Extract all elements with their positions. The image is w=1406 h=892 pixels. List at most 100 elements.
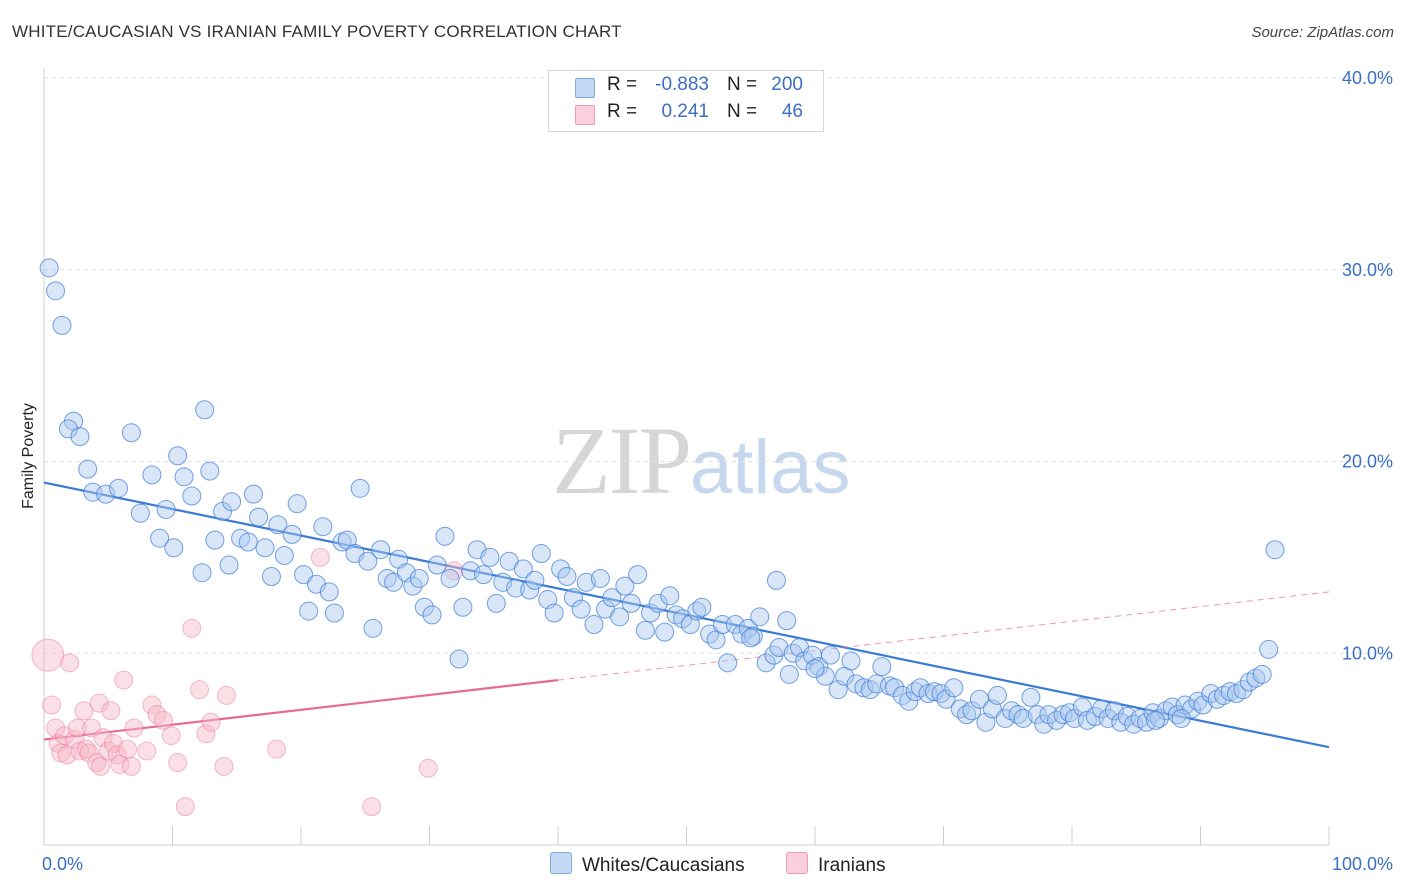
iranian-point (147, 705, 167, 725)
iranian-point (101, 701, 121, 721)
axes (43, 68, 1330, 846)
white-point (109, 478, 129, 498)
white-point (1039, 705, 1059, 725)
white-point (52, 315, 72, 335)
iranian-trend-line (43, 679, 559, 741)
white-point (156, 499, 176, 519)
correlation-legend: R = -0.883 N = 200 R = 0.241 N = 46 (548, 70, 824, 132)
white-point (551, 559, 571, 579)
white-point (493, 572, 513, 592)
iranian-point (82, 718, 102, 738)
chart-title: WHITE/CAUCASIAN VS IRANIAN FAMILY POVERT… (12, 22, 622, 41)
white-point (1098, 708, 1118, 728)
white-point (885, 678, 905, 698)
white-point (641, 603, 661, 623)
white-point (563, 588, 583, 608)
white-point (872, 657, 892, 677)
white-point (571, 599, 591, 619)
white-point (205, 530, 225, 550)
white-point (371, 540, 391, 560)
white-point (243, 484, 263, 504)
iranian-point (57, 745, 77, 765)
white-point (192, 563, 212, 583)
white-point (1053, 705, 1073, 725)
white-point (164, 538, 184, 558)
white-trend-line (43, 481, 1330, 749)
legend-r-label: R = (607, 74, 638, 95)
data-points (31, 258, 1285, 817)
iranian-point (216, 685, 236, 705)
bottom-legend-iranian[interactable]: Iranians (786, 852, 886, 877)
white-point (718, 653, 738, 673)
iranian-point (107, 745, 127, 765)
white-point (168, 446, 188, 466)
x-tick-label-min: 0.0% (42, 854, 83, 874)
white-point (584, 614, 604, 634)
iranian-point (31, 638, 65, 672)
bottom-legend-white[interactable]: Whites/Caucasians (550, 852, 745, 877)
white-point (931, 684, 951, 704)
legend-n-label: N = (727, 74, 758, 95)
white-point (957, 705, 977, 725)
white-point (422, 605, 442, 625)
white-point (925, 682, 945, 702)
iranian-point (87, 753, 107, 773)
iranian-point (98, 741, 118, 761)
white-point (655, 622, 675, 642)
iranian-point (67, 718, 87, 738)
y-axis-label: Family Poverty (20, 403, 37, 509)
white-point (174, 467, 194, 487)
legend-r-value: 0.241 (661, 101, 709, 122)
white-point (648, 593, 668, 613)
iranian-point (201, 712, 221, 732)
white-point (725, 614, 745, 634)
white-point (130, 503, 150, 523)
white-point (692, 597, 712, 617)
white-point (820, 645, 840, 665)
white-point (520, 580, 540, 600)
white-point (182, 486, 202, 506)
x-tick-label-max: 100.0% (1332, 854, 1393, 874)
white-point (1252, 664, 1272, 684)
y-tick-label: 30.0% (1342, 260, 1393, 280)
white-point (384, 572, 404, 592)
iranian-point (214, 756, 234, 776)
iranian-point (161, 726, 181, 746)
iranian-point (42, 695, 62, 715)
white-point (544, 603, 564, 623)
white-point (96, 484, 116, 504)
iranian-point (362, 797, 382, 817)
white-point (486, 593, 506, 613)
white-point (910, 678, 930, 698)
white-point (525, 570, 545, 590)
iranian-point (114, 670, 134, 690)
white-point (1027, 705, 1047, 725)
iranian-point (182, 618, 202, 638)
white-point (449, 649, 469, 669)
iranian-point (55, 726, 75, 746)
white-point (805, 659, 825, 679)
white-point (274, 545, 294, 565)
white-point (195, 400, 215, 420)
white-point (743, 626, 763, 646)
iranian-point (110, 754, 130, 774)
white-point (294, 565, 314, 585)
iranian-point (175, 797, 195, 817)
white-point (414, 597, 434, 617)
white-point (576, 572, 596, 592)
iranian-point (74, 701, 94, 721)
trend-lines (43, 481, 1330, 749)
white-point (70, 427, 90, 447)
white-point (854, 678, 874, 698)
watermark-atlas: atlas (690, 425, 851, 510)
white-point (1034, 714, 1054, 734)
white-point (756, 653, 776, 673)
bottom-legend-label-iranian: Iranians (818, 855, 886, 876)
white-point (899, 691, 919, 711)
white-point (779, 664, 799, 684)
white-point (506, 578, 526, 598)
white-point (409, 568, 429, 588)
white-point (962, 701, 982, 721)
iranian-point (310, 547, 330, 567)
white-point (461, 561, 481, 581)
